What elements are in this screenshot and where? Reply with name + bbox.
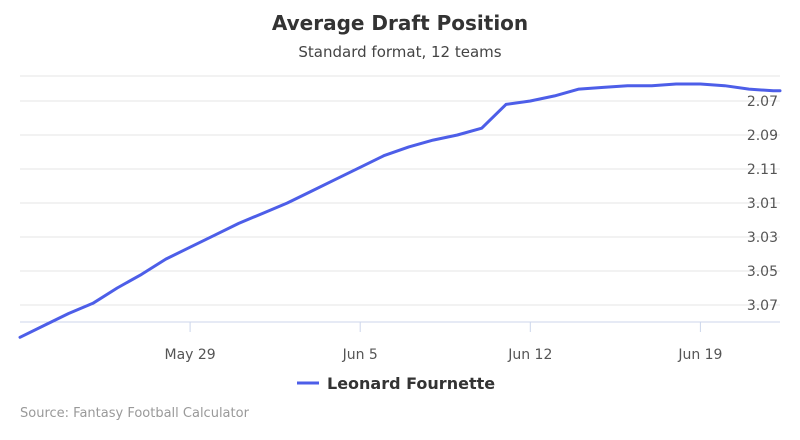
- data-point[interactable]: [186, 243, 194, 251]
- data-point[interactable]: [502, 100, 510, 108]
- data-point[interactable]: [308, 187, 316, 195]
- y-tick-label: 2.07: [747, 94, 778, 110]
- x-tick-label: Jun 12: [507, 347, 552, 363]
- data-point[interactable]: [235, 219, 243, 227]
- y-tick-label: 2.09: [747, 128, 778, 144]
- data-point[interactable]: [259, 209, 267, 217]
- data-point[interactable]: [381, 151, 389, 159]
- data-point[interactable]: [599, 83, 607, 91]
- y-tick-label: 3.01: [747, 196, 778, 212]
- data-point[interactable]: [138, 270, 146, 278]
- data-point[interactable]: [283, 199, 291, 207]
- grid-lines: [20, 75, 780, 306]
- data-point[interactable]: [356, 163, 364, 171]
- data-point[interactable]: [113, 284, 121, 292]
- y-tick-label: 2.11: [747, 162, 778, 178]
- data-point[interactable]: [65, 310, 73, 318]
- y-tick-label: 3.03: [747, 230, 778, 246]
- y-axis: 2.07 2.09 2.11 3.01 3.03 3.05 3.07: [747, 94, 778, 314]
- data-point[interactable]: [210, 231, 218, 239]
- x-axis: May 29 Jun 5 Jun 12 Jun 19: [164, 322, 722, 363]
- data-point[interactable]: [89, 299, 97, 307]
- chart-title: Average Draft Position: [272, 11, 528, 35]
- data-point[interactable]: [40, 321, 48, 329]
- x-tick-label: Jun 19: [677, 347, 722, 363]
- data-point[interactable]: [453, 131, 461, 139]
- data-point[interactable]: [575, 85, 583, 93]
- y-tick-label: 3.07: [747, 298, 778, 314]
- chart-credits: Source: Fantasy Football Calculator: [20, 406, 250, 421]
- data-point[interactable]: [672, 80, 680, 88]
- data-point[interactable]: [745, 85, 753, 93]
- series-layer: [16, 80, 784, 341]
- chart-subtitle: Standard format, 12 teams: [298, 43, 501, 61]
- legend-label[interactable]: Leonard Fournette: [327, 374, 495, 393]
- data-point[interactable]: [405, 143, 413, 151]
- data-point[interactable]: [551, 92, 559, 100]
- data-point[interactable]: [332, 175, 340, 183]
- x-tick-label: May 29: [164, 347, 215, 363]
- data-point[interactable]: [162, 255, 170, 263]
- data-point[interactable]: [478, 124, 486, 132]
- data-point[interactable]: [696, 80, 704, 88]
- y-tick-label: 3.05: [747, 264, 778, 280]
- data-point[interactable]: [526, 97, 534, 105]
- data-point[interactable]: [16, 333, 24, 341]
- data-point[interactable]: [429, 136, 437, 144]
- legend-item[interactable]: Leonard Fournette: [297, 374, 495, 393]
- data-point[interactable]: [624, 82, 632, 90]
- data-point[interactable]: [776, 87, 784, 95]
- data-point[interactable]: [721, 82, 729, 90]
- x-tick-label: Jun 5: [342, 347, 378, 363]
- data-point[interactable]: [648, 82, 656, 90]
- series-line-leonard-fournette[interactable]: [18, 82, 782, 339]
